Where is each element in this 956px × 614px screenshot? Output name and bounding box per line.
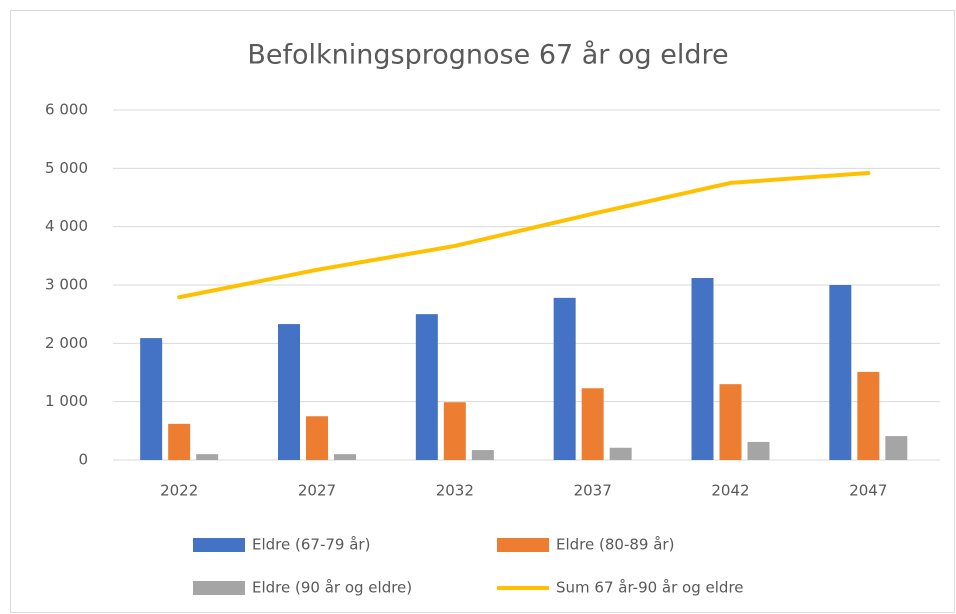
x-tick-label: 2047 xyxy=(849,482,887,500)
legend-label: Eldre (67-79 år) xyxy=(252,536,370,554)
line-series xyxy=(177,171,871,300)
x-tick-label: 2027 xyxy=(298,482,336,500)
legend-swatch xyxy=(193,538,245,552)
bar xyxy=(443,402,466,460)
x-tick-label: 2022 xyxy=(160,482,198,500)
bar xyxy=(333,454,356,460)
bar xyxy=(168,423,191,460)
bar xyxy=(691,278,714,460)
bar xyxy=(581,388,604,460)
legend-swatch xyxy=(497,538,549,552)
x-tick-label: 2037 xyxy=(574,482,612,500)
bar xyxy=(277,324,300,460)
legend-label: Sum 67 år-90 år og eldre xyxy=(556,579,744,597)
bar xyxy=(305,416,328,460)
bar xyxy=(553,297,576,460)
bar xyxy=(609,447,632,460)
bar xyxy=(829,285,852,460)
bar xyxy=(747,441,770,460)
y-tick-label: 5 000 xyxy=(45,159,88,177)
bar xyxy=(471,450,494,460)
x-tick-label: 2042 xyxy=(711,482,749,500)
legend-swatch xyxy=(193,581,245,595)
bar xyxy=(415,314,438,460)
chart-title: Befolkningsprognose 67 år og eldre xyxy=(247,40,728,71)
y-tick-label: 2 000 xyxy=(45,334,88,352)
bar xyxy=(885,436,908,460)
y-tick-label: 0 xyxy=(78,451,88,469)
x-tick-label: 2032 xyxy=(436,482,474,500)
y-tick-label: 1 000 xyxy=(45,392,88,410)
y-tick-label: 6 000 xyxy=(45,101,88,119)
y-tick-label: 4 000 xyxy=(45,217,88,235)
legend-label: Eldre (90 år og eldre) xyxy=(252,579,412,597)
chart-border xyxy=(10,10,955,613)
legend-label: Eldre (80-89 år) xyxy=(556,536,674,554)
y-tick-label: 3 000 xyxy=(45,276,88,294)
bar xyxy=(140,338,163,460)
bar xyxy=(196,454,219,460)
bar xyxy=(719,384,742,460)
bar xyxy=(857,371,880,460)
